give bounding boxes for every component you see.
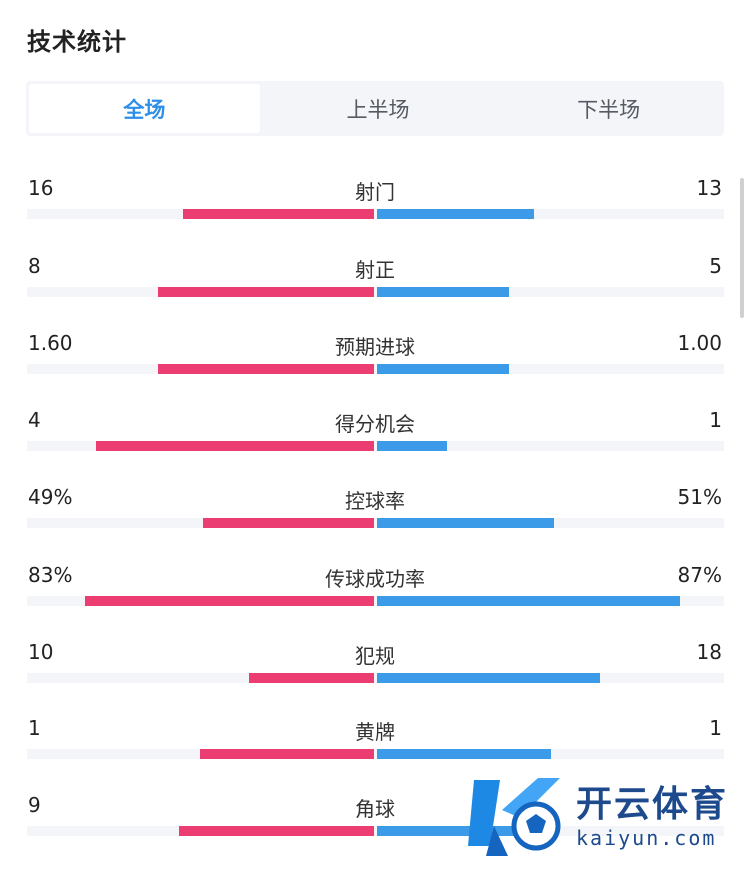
away-value: 1.00 (677, 331, 722, 355)
home-value: 1 (28, 716, 41, 740)
stat-row-fouls: 10 犯规 18 (0, 640, 750, 690)
away-bar (377, 826, 530, 836)
home-bar (85, 596, 374, 606)
stat-row-pass-accuracy: 83% 传球成功率 87% (0, 563, 750, 613)
away-value: 1 (709, 716, 722, 740)
home-bar (96, 441, 374, 451)
away-value: 1 (709, 408, 722, 432)
stat-label: 传球成功率 (325, 567, 425, 591)
away-bar (377, 518, 554, 528)
home-bar (183, 209, 374, 219)
home-value: 9 (28, 793, 41, 817)
bar-track (27, 287, 724, 297)
home-bar (179, 826, 374, 836)
away-bar (377, 364, 509, 374)
stat-row-shots: 16 射门 13 (0, 176, 750, 226)
home-bar (158, 287, 374, 297)
away-bar (377, 596, 680, 606)
stat-label: 得分机会 (335, 412, 415, 436)
away-value: 13 (696, 176, 722, 200)
home-value: 83% (28, 563, 73, 587)
stat-row-possession: 49% 控球率 51% (0, 485, 750, 535)
bar-track (27, 518, 724, 528)
watermark-domain: kaiyun.com (576, 826, 717, 850)
bar-track (27, 826, 724, 836)
tab-full-match[interactable]: 全场 (29, 84, 260, 133)
stat-label: 预期进球 (335, 335, 415, 359)
home-value: 10 (28, 640, 54, 664)
bar-track (27, 749, 724, 759)
home-value: 1.60 (28, 331, 73, 355)
stat-row-corners: 9 角球 (0, 793, 750, 843)
home-bar (249, 673, 374, 683)
away-bar (377, 749, 551, 759)
scrollbar[interactable] (740, 178, 744, 318)
away-value: 87% (677, 563, 722, 587)
stat-row-yellow-cards: 1 黄牌 1 (0, 716, 750, 766)
page-title: 技术统计 (27, 28, 127, 56)
home-value: 49% (28, 485, 73, 509)
bar-track (27, 441, 724, 451)
home-bar (158, 364, 374, 374)
away-bar (377, 287, 509, 297)
away-bar (377, 673, 600, 683)
home-bar (200, 749, 374, 759)
away-bar (377, 209, 534, 219)
away-bar (377, 441, 447, 451)
home-bar (203, 518, 374, 528)
stat-label: 角球 (355, 797, 395, 821)
stat-label: 控球率 (345, 489, 405, 513)
bar-track (27, 209, 724, 219)
watermark-logo: 开云体育 kaiyun.com (460, 768, 750, 868)
watermark-name: 开云体育 (576, 784, 729, 825)
away-value: 51% (677, 485, 722, 509)
bar-track (27, 364, 724, 374)
stat-label: 射门 (355, 180, 395, 204)
stat-row-shots-on-target: 8 射正 5 (0, 254, 750, 304)
home-value: 4 (28, 408, 41, 432)
stat-row-expected-goals: 1.60 预期进球 1.00 (0, 331, 750, 381)
bar-track (27, 596, 724, 606)
tab-first-half[interactable]: 上半场 (346, 97, 410, 122)
period-tabs: 全场 上半场 下半场 (26, 81, 724, 136)
tab-second-half[interactable]: 下半场 (577, 97, 641, 122)
home-value: 16 (28, 176, 54, 200)
home-value: 8 (28, 254, 41, 278)
kaiyun-logo-icon (468, 778, 561, 856)
away-value: 5 (709, 254, 722, 278)
stat-label: 黄牌 (355, 720, 395, 744)
stat-row-big-chances: 4 得分机会 1 (0, 408, 750, 458)
stat-label: 射正 (355, 258, 395, 282)
bar-track (27, 673, 724, 683)
stat-label: 犯规 (355, 644, 395, 668)
away-value: 18 (696, 640, 722, 664)
